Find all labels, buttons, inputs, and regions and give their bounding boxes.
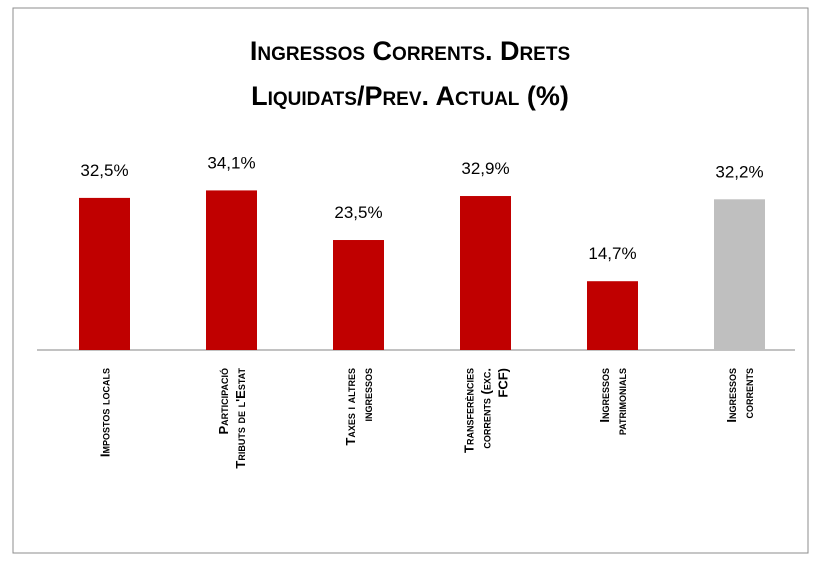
x-tick-label: Taxes i altres ingressos bbox=[343, 368, 375, 446]
x-tick-label: Impostos locals bbox=[98, 368, 113, 457]
x-tick-label: Ingressos corrents bbox=[724, 368, 756, 423]
value-label: 23,5% bbox=[334, 203, 382, 222]
chart-frame bbox=[12, 7, 809, 554]
bar bbox=[206, 190, 257, 350]
value-label: 32,9% bbox=[461, 159, 509, 178]
x-tick-label: Transferències corrents (exc. FCF) bbox=[462, 368, 511, 453]
x-tick-label: Ingressos patrimonials bbox=[597, 368, 629, 435]
bar bbox=[79, 197, 130, 350]
bar bbox=[460, 196, 511, 350]
bar bbox=[714, 199, 765, 350]
bar bbox=[587, 281, 638, 350]
value-label: 32,5% bbox=[80, 161, 128, 180]
x-tick-label: Participació Tributs de l'Estat bbox=[216, 368, 248, 469]
value-label: 34,1% bbox=[207, 153, 255, 172]
value-label: 14,7% bbox=[588, 244, 636, 263]
chart-title: Ingressos Corrents. Drets Liquidats/Prev.… bbox=[250, 36, 570, 111]
bar bbox=[333, 240, 384, 350]
value-label: 32,2% bbox=[715, 162, 763, 181]
